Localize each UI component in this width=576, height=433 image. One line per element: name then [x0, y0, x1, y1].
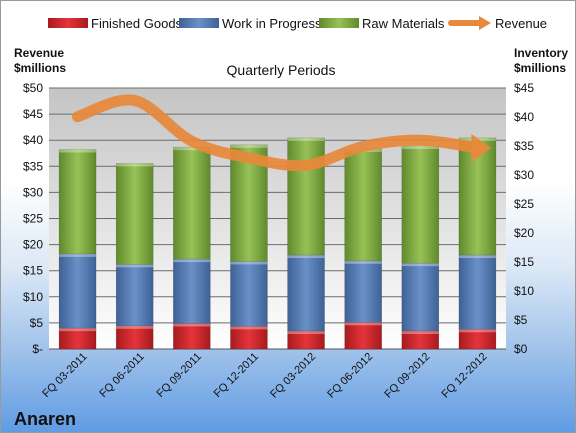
- legend: Finished Goods Work in Progress Raw Mate…: [48, 16, 547, 31]
- right-tick-label: $5: [514, 313, 528, 327]
- bar-finished-goods: [115, 325, 154, 350]
- bar-raw-materials: [287, 137, 325, 256]
- bar-top-highlight: [458, 255, 496, 259]
- x-category-label: FQ 09-2011: [155, 351, 204, 400]
- bar-raw-materials: [58, 149, 97, 255]
- bar-stack-group: [58, 137, 497, 350]
- right-tick-label: $35: [514, 139, 534, 153]
- legend-label-raw-materials: Raw Materials: [362, 16, 445, 31]
- bar-top-highlight: [116, 264, 154, 268]
- bar-top-highlight: [59, 328, 97, 332]
- revenue-line-group: [72, 94, 492, 172]
- right-tick-label: $40: [514, 110, 534, 124]
- left-axis-title-line2: $millions: [14, 61, 66, 75]
- bar-finished-goods: [344, 322, 382, 350]
- right-tick-label: $45: [514, 81, 534, 95]
- bar-work-in-progress: [344, 260, 382, 323]
- bar-work-in-progress: [458, 254, 497, 330]
- left-tick-label: $50: [23, 81, 43, 95]
- right-axis-ticks: $0 $5 $10 $15 $20 $25 $30 $35 $40 $45: [514, 81, 534, 356]
- bar-raw-materials: [401, 145, 440, 264]
- right-axis-title-line1: Inventory: [514, 46, 568, 60]
- legend-swatch-raw-materials: [319, 18, 359, 28]
- bar-top-highlight: [173, 323, 211, 327]
- legend-label-finished-goods: Finished Goods: [91, 16, 183, 31]
- bar-top-highlight: [59, 253, 97, 257]
- left-axis-title-line1: Revenue: [14, 46, 64, 60]
- bar-raw-materials: [173, 146, 211, 260]
- x-category-label: FQ 03-2011: [40, 351, 89, 400]
- x-category-label: FQ 06-2011: [97, 351, 146, 400]
- bar-top-highlight: [344, 260, 382, 264]
- bar-top-highlight: [287, 137, 325, 141]
- bar-top-highlight: [116, 163, 154, 167]
- bar-top-highlight: [173, 147, 211, 151]
- bar-raw-materials: [115, 163, 154, 265]
- bar-top-highlight: [230, 144, 268, 148]
- left-tick-label: $25: [23, 212, 43, 226]
- right-axis-title-line2: $millions: [514, 61, 566, 75]
- bar-top-highlight: [458, 329, 496, 333]
- bar-work-in-progress: [173, 258, 211, 324]
- left-tick-label: $5: [30, 316, 44, 330]
- bar-work-in-progress: [401, 262, 440, 332]
- legend-label-revenue: Revenue: [495, 16, 547, 31]
- left-tick-label: $10: [23, 290, 43, 304]
- left-tick-label: $15: [23, 264, 43, 278]
- bar-work-in-progress: [58, 253, 97, 329]
- company-name: Anaren: [14, 409, 76, 429]
- left-tick-label: $30: [23, 185, 43, 199]
- bar-work-in-progress: [115, 264, 154, 327]
- bar-finished-goods: [230, 326, 268, 350]
- bar-top-highlight: [287, 331, 325, 335]
- left-tick-label: $35: [23, 159, 43, 173]
- legend-swatch-finished-goods: [48, 18, 88, 28]
- bar-top-highlight: [173, 259, 211, 263]
- x-category-label: FQ 12-2012: [440, 351, 490, 401]
- bar-top-highlight: [344, 322, 382, 326]
- bar-top-highlight: [401, 146, 439, 149]
- right-tick-label: $10: [514, 284, 534, 298]
- revenue-line: [72, 94, 483, 172]
- bar-finished-goods: [173, 323, 211, 350]
- x-category-label: FQ 06-2012: [325, 351, 375, 401]
- bar-top-highlight: [230, 326, 268, 330]
- bar-top-highlight: [230, 261, 268, 265]
- x-category-label: FQ 09-2012: [382, 351, 432, 401]
- left-tick-label: $-: [32, 342, 43, 356]
- legend-label-work-in-progress: Work in Progress: [222, 16, 322, 31]
- x-category-label: FQ 03-2012: [268, 351, 318, 401]
- revenue-arrowhead: [471, 134, 492, 163]
- right-tick-label: $0: [514, 342, 528, 356]
- bar-top-highlight: [287, 255, 325, 259]
- right-tick-label: $15: [514, 255, 534, 269]
- chart-subtitle: Quarterly Periods: [227, 62, 336, 78]
- left-tick-label: $45: [23, 107, 43, 121]
- right-tick-label: $20: [514, 226, 534, 240]
- legend-arrow-revenue: [479, 16, 491, 30]
- left-tick-label: $20: [23, 238, 43, 252]
- bar-top-highlight: [116, 325, 154, 329]
- x-axis-categories: FQ 03-2011 FQ 06-2011 FQ 09-2011 FQ 12-2011…: [40, 351, 489, 401]
- x-category-label: FQ 12-2011: [212, 351, 261, 400]
- bar-top-highlight: [401, 331, 439, 335]
- bar-top-highlight: [59, 149, 97, 153]
- legend-swatch-work-in-progress: [179, 18, 219, 28]
- bar-work-in-progress: [287, 254, 325, 332]
- right-tick-label: $25: [514, 197, 534, 211]
- bar-work-in-progress: [230, 261, 268, 327]
- left-tick-label: $40: [23, 133, 43, 147]
- bar-top-highlight: [401, 263, 439, 267]
- left-axis-ticks: $- $5 $10 $15 $20 $25 $30 $35 $40 $45 $50: [23, 81, 43, 356]
- right-tick-label: $30: [514, 168, 534, 182]
- bar-raw-materials: [344, 148, 382, 262]
- bar-finished-goods: [58, 327, 97, 350]
